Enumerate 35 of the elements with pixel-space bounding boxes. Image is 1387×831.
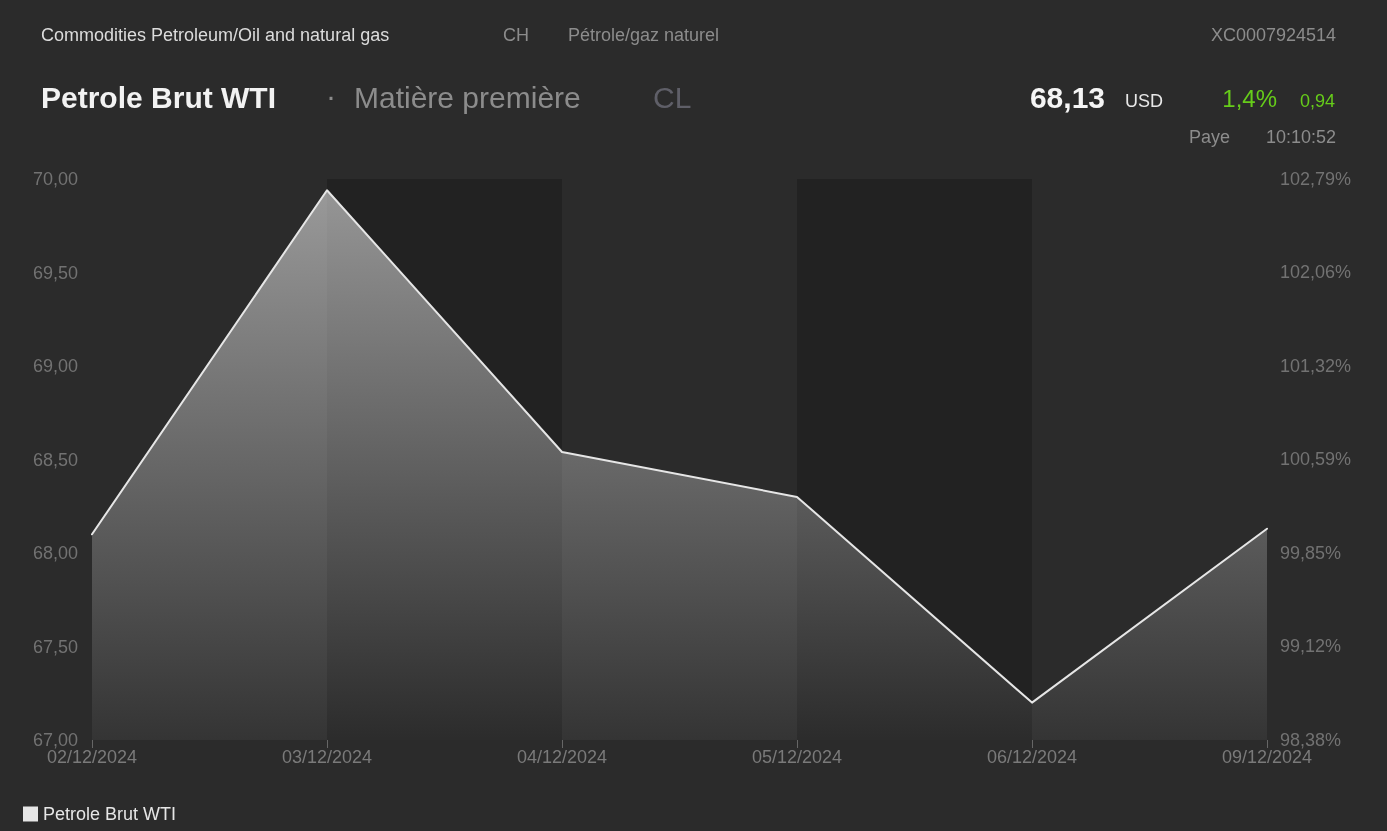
text: CL xyxy=(653,80,692,114)
text: XC0007924514 xyxy=(1210,25,1337,45)
y-tick-label: 69,00 xyxy=(32,356,78,376)
text: Pétrole/gaz naturel xyxy=(568,25,720,45)
x-tick-label: 09/12/2024 xyxy=(1221,747,1313,767)
y2-tick-label: 99,12% xyxy=(1280,635,1342,656)
x-tick-label: 03/12/2024 xyxy=(281,747,373,767)
y2-tick-label: 102,79% xyxy=(1280,169,1352,189)
y-tick-label: 68,00 xyxy=(32,543,78,563)
y2-tick-label: 100,59% xyxy=(1280,448,1352,469)
x-tick-label: 04/12/2024 xyxy=(516,747,608,767)
text: 10:10:52 xyxy=(1265,127,1337,147)
y2-tick-label: 98,38% xyxy=(1280,730,1342,750)
y2-tick-label: 99,85% xyxy=(1280,543,1342,563)
text: 1,4% xyxy=(1222,84,1277,112)
legend-label: Petrole Brut WTI xyxy=(43,804,177,824)
text: USD xyxy=(1125,91,1164,111)
y2-tick-label: 101,32% xyxy=(1280,356,1352,376)
text: · xyxy=(326,78,336,112)
text: 0,94 xyxy=(1299,91,1336,111)
y-tick-label: 68,50 xyxy=(32,449,78,470)
chart-subtitle: Matière première xyxy=(354,80,581,114)
y-tick-label: 69,50 xyxy=(32,262,78,283)
text: Commodities Petroleum/Oil and natural gas xyxy=(41,25,390,45)
y-tick-label: 70,00 xyxy=(32,169,78,189)
y2-tick-label: 102,06% xyxy=(1280,261,1352,282)
y-tick-label: 67,00 xyxy=(32,730,78,750)
y-tick-label: 67,50 xyxy=(32,636,78,657)
text: CH xyxy=(503,25,529,45)
text: 68,13 xyxy=(1029,80,1105,114)
x-tick-label: 05/12/2024 xyxy=(751,747,843,767)
x-tick-label: 02/12/2024 xyxy=(46,747,138,767)
x-tick-label: 06/12/2024 xyxy=(986,747,1078,767)
chart-title: Petrole Brut WTI xyxy=(41,80,277,114)
text: Paye xyxy=(1189,127,1231,147)
